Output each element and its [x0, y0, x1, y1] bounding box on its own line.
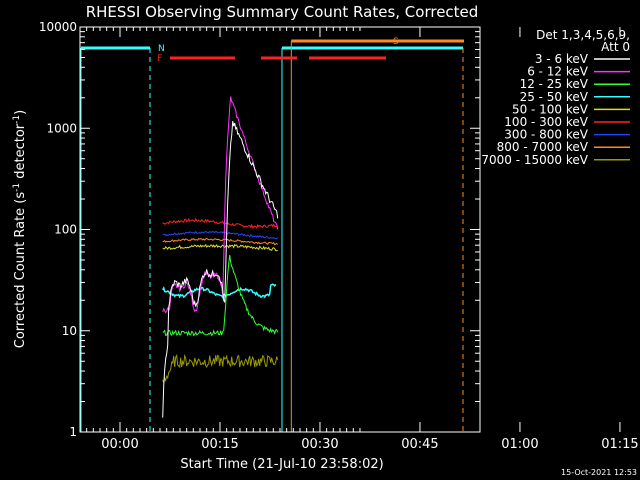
- series-line-7000-15000-kev: [162, 353, 279, 385]
- legend-entry-label: 800 - 7000 keV: [497, 140, 589, 154]
- series-line-12-25-kev: [162, 254, 279, 337]
- x-tick-label: 00:15: [201, 437, 238, 452]
- plot-area: NF S: [80, 37, 464, 432]
- legend-entry-label: 7000 - 15000 keV: [481, 153, 588, 167]
- x-axis-label: Start Time (21-Jul-10 23:58:02): [180, 457, 383, 472]
- legend-entry-label: 50 - 100 keV: [512, 102, 589, 116]
- y-axis-label-sup1: -1: [12, 183, 22, 192]
- generation-timestamp: 15-Oct-2021 12:53: [561, 468, 637, 477]
- axes: 1 10 100 1000 10000 00:00 00:15 00:30 00:45 01:00…: [39, 20, 639, 452]
- series-line-300-800-kev: [162, 230, 279, 240]
- x-tick-label: 01:00: [501, 437, 538, 452]
- legend-entry-label: 300 - 800 keV: [504, 128, 588, 142]
- legend-entry-label: 12 - 25 keV: [520, 77, 589, 91]
- night-flag-label: N: [158, 44, 165, 54]
- y-tick-label: 10: [62, 324, 77, 338]
- x-tick-label: 00:00: [101, 437, 138, 452]
- series-line-100-300-kev: [162, 217, 278, 229]
- x-tick-label: 00:45: [401, 437, 438, 452]
- y-tick-label: 1: [69, 425, 77, 439]
- series-line-800-7000-kev: [162, 237, 279, 246]
- y-tick-label: 1000: [46, 121, 77, 135]
- y-tick-label: 10000: [39, 20, 77, 34]
- legend-entry-label: 6 - 12 keV: [527, 65, 589, 79]
- legend-header-attenuator: Att 0: [601, 40, 630, 54]
- y-axis-label-end: ): [13, 110, 28, 115]
- legend-entry-label: 25 - 50 keV: [520, 90, 589, 104]
- x-tick-label: 00:30: [301, 437, 338, 452]
- legend-entry-label: 100 - 300 keV: [504, 115, 588, 129]
- series-line-3-6-kev: [162, 121, 279, 418]
- y-axis-label-mid: detector: [13, 123, 28, 183]
- series-line-50-100-kev: [162, 243, 278, 252]
- legend-header-detectors: Det 1,3,4,5,6,9,: [536, 28, 630, 42]
- series-line-25-50-kev: [162, 283, 277, 300]
- y-axis-label-main: Corrected Count Rate (s: [13, 192, 28, 349]
- y-axis-label-sup2: -1: [12, 115, 22, 124]
- chart-title: RHESSI Observing Summary Count Rates, Co…: [86, 3, 479, 21]
- saa-flag-label: S: [393, 37, 399, 47]
- x-tick-label: 01:15: [601, 437, 638, 452]
- legend-entry-label: 3 - 6 keV: [535, 52, 589, 66]
- plot-frame: [79, 26, 481, 433]
- series-line-6-12-kev: [162, 96, 279, 314]
- flare-flag-label: F: [157, 54, 162, 64]
- y-tick-label: 100: [54, 223, 77, 237]
- y-axis-label: Corrected Count Rate (s-1 detector-1): [12, 110, 28, 348]
